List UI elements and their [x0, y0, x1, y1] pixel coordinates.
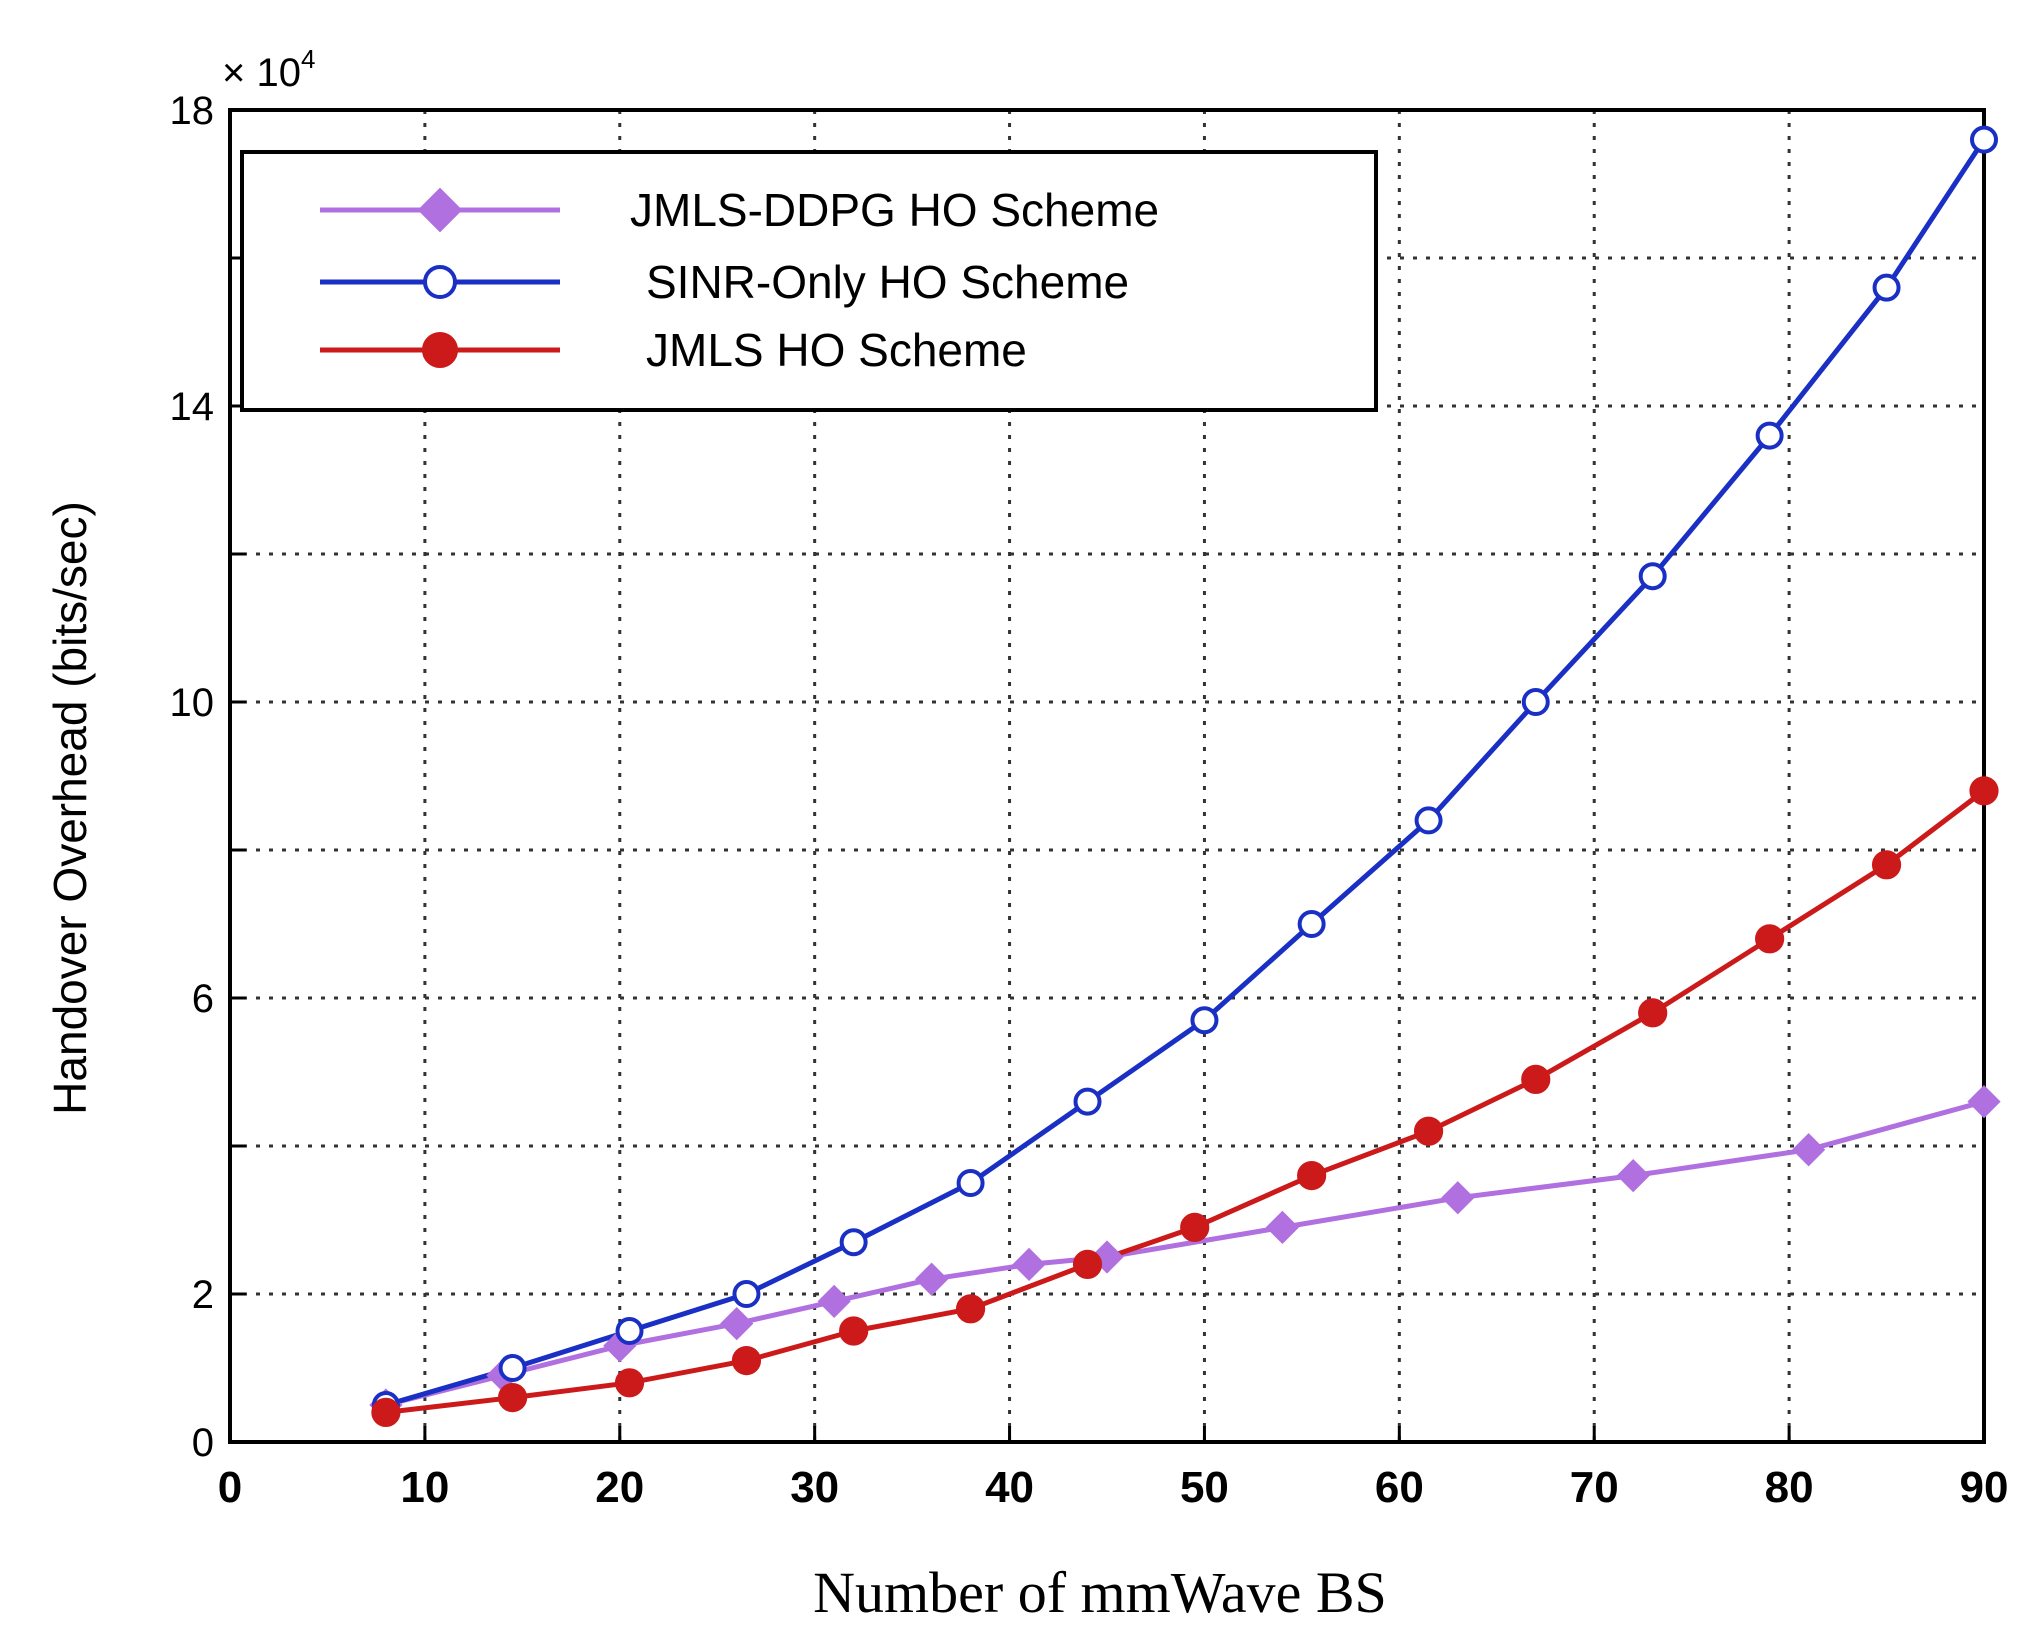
x-tick-label: 40	[985, 1463, 1034, 1512]
data-point-series-0	[1616, 1158, 1650, 1193]
y-axis-label: Handover Overhead (bits/sec)	[44, 501, 96, 1115]
data-point-series-2	[1297, 1161, 1327, 1191]
x-tick-label: 70	[1570, 1463, 1619, 1512]
data-point-series-1	[1190, 1006, 1219, 1035]
data-point-series-1	[956, 1169, 985, 1197]
data-point-series-0	[1441, 1181, 1475, 1215]
data-point-series-2	[955, 1294, 986, 1324]
data-point-series-1	[1073, 1087, 1102, 1116]
data-point-series-0	[720, 1306, 754, 1341]
data-point-series-2	[1413, 1116, 1444, 1146]
data-point-series-0	[1967, 1084, 2001, 1119]
legend-marker-1	[423, 265, 457, 299]
x-tick-label: 30	[790, 1463, 839, 1512]
data-point-series-0	[817, 1284, 851, 1319]
data-point-series-0	[1265, 1210, 1300, 1245]
y-tick-label: 14	[170, 385, 215, 429]
data-point-series-0	[914, 1262, 949, 1296]
data-point-series-1	[615, 1317, 644, 1345]
x-axis-label: Number of mmWave BS	[813, 1560, 1387, 1625]
legend-marker-0	[417, 187, 463, 233]
y-tick-label: 0	[192, 1421, 214, 1465]
x-tick-label: 60	[1375, 1463, 1424, 1512]
data-point-series-1	[1755, 421, 1784, 450]
x-tick-label: 90	[1960, 1463, 2009, 1512]
legend-label-2: JMLS HO Scheme	[646, 324, 1027, 376]
data-point-series-1	[498, 1354, 527, 1382]
data-point-series-2	[1072, 1249, 1103, 1280]
legend-label-1: SINR-Only HO Scheme	[646, 256, 1129, 308]
series-line-0	[385, 1099, 1984, 1408]
x-tick-label: 20	[595, 1463, 644, 1512]
data-point-series-2	[497, 1383, 528, 1413]
y-multiplier-exponent: 4	[301, 44, 315, 74]
data-point-series-1	[1872, 273, 1901, 302]
data-point-series-2	[371, 1397, 401, 1428]
data-point-series-2	[1521, 1064, 1551, 1095]
data-point-series-2	[1638, 998, 1668, 1028]
data-point-series-2	[1180, 1212, 1210, 1243]
data-point-series-1	[1970, 125, 1998, 154]
data-point-series-2	[839, 1316, 869, 1346]
data-point-series-1	[1414, 806, 1443, 835]
data-point-series-1	[1297, 910, 1326, 938]
y-tick-label: 2	[192, 1273, 214, 1317]
data-point-series-1	[839, 1228, 868, 1257]
data-point-series-1	[1521, 688, 1550, 716]
y-multiplier: × 104	[222, 44, 315, 95]
data-point-series-0	[1012, 1247, 1046, 1282]
markers-layer	[369, 125, 2001, 1428]
data-point-series-2	[1871, 850, 1902, 880]
data-point-series-1	[1638, 562, 1667, 591]
y-tick-label: 10	[170, 681, 215, 725]
x-tick-label: 0	[218, 1463, 242, 1512]
axis-ticks: 0 10 20 30 40 50 60 70 80 90 0 2 6 10 14 18	[170, 89, 2009, 1512]
legend-label-0: JMLS-DDPG HO Scheme	[630, 184, 1159, 236]
x-tick-label: 50	[1180, 1463, 1229, 1512]
data-point-series-2	[1969, 776, 1999, 806]
legend-marker-2	[422, 332, 458, 368]
y-tick-label: 18	[170, 89, 215, 133]
y-tick-label: 6	[192, 977, 214, 1021]
data-point-series-2	[1755, 924, 1785, 954]
plot-area-frame	[228, 108, 1986, 1444]
x-tick-label: 80	[1765, 1463, 1814, 1512]
data-point-series-2	[614, 1368, 645, 1398]
data-point-series-1	[732, 1280, 761, 1308]
data-point-series-0	[1791, 1133, 1826, 1167]
data-point-series-2	[731, 1346, 762, 1376]
legend: JMLS-DDPG HO Scheme SINR-Only HO Scheme JM…	[240, 150, 1378, 412]
x-tick-label: 10	[400, 1463, 449, 1512]
